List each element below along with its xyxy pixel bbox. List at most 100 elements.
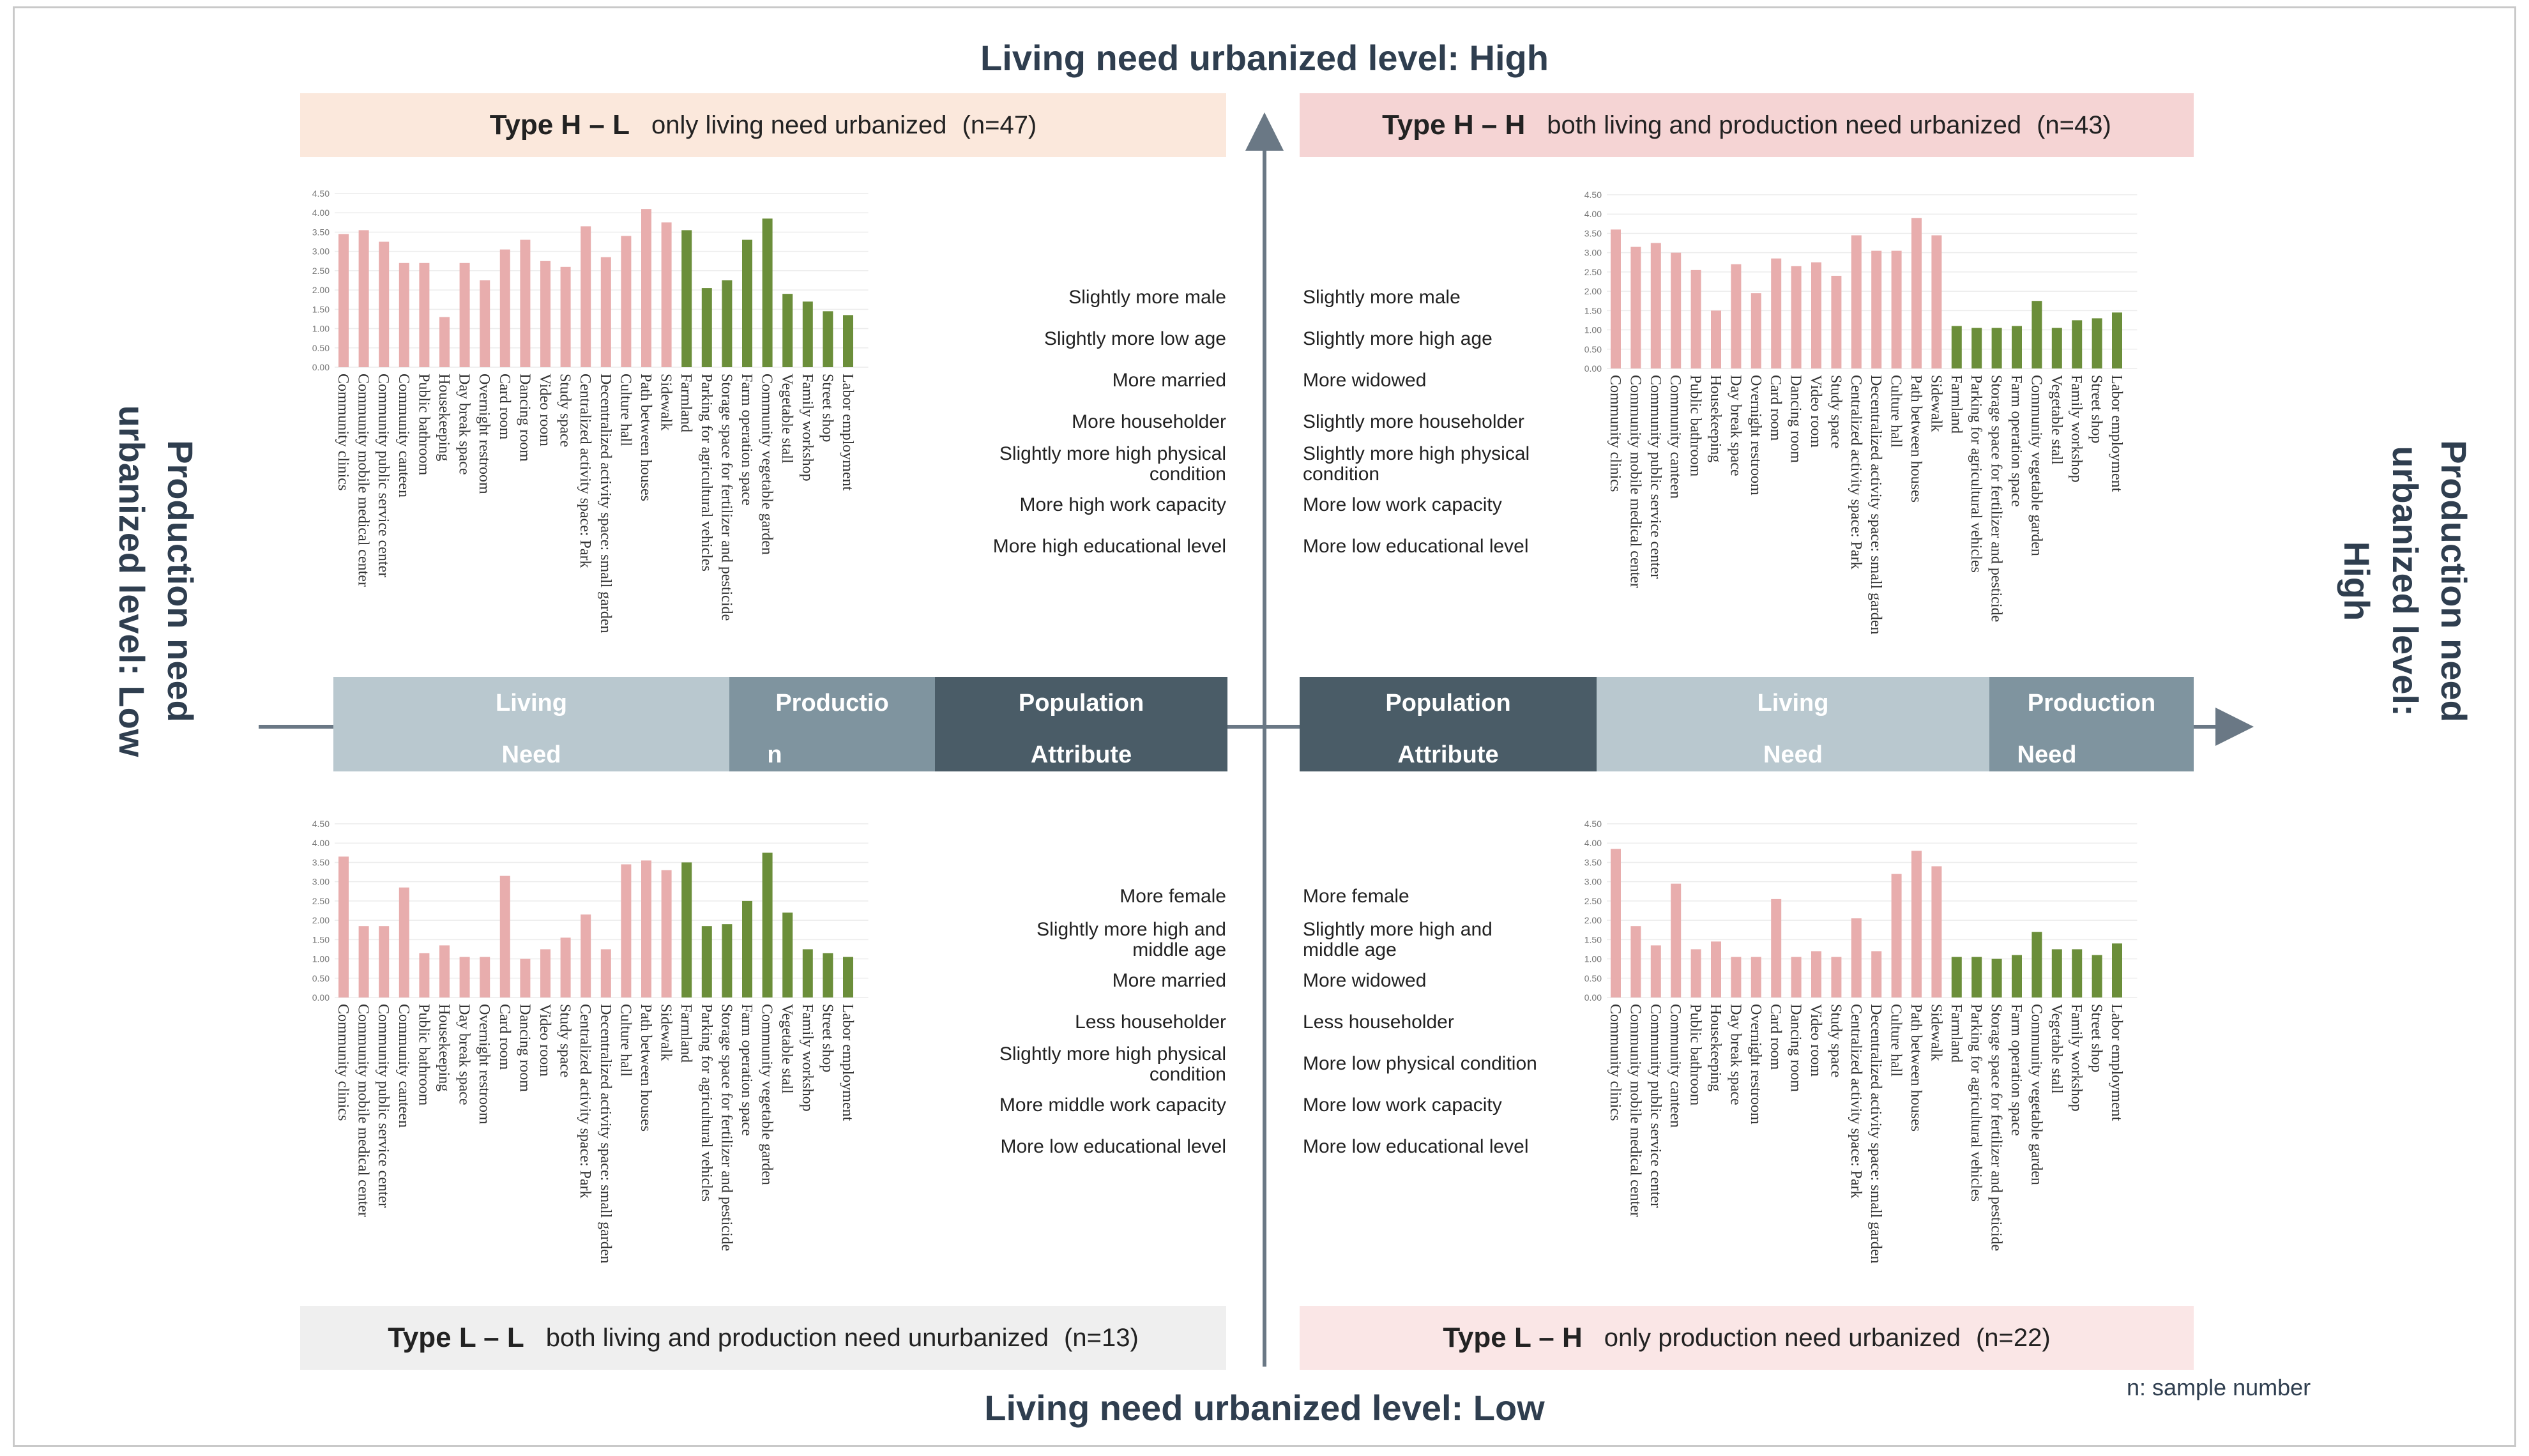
bar-living — [1771, 899, 1782, 997]
bar-living — [399, 887, 409, 997]
bar-chart-lh: 0.00 0.50 1.00 1.50 2.00 2.50 3.00 3.50 4.00 4.50… — [1584, 819, 2138, 1263]
type-sample-count: (n=13) — [1064, 1323, 1139, 1352]
type-name: Type H – L — [489, 109, 630, 140]
bar-living — [1871, 951, 1882, 997]
y-tick-label: 2.00 — [312, 285, 330, 295]
bar-chart-hl: 0.00 0.50 1.00 1.50 2.00 2.50 3.00 3.50 4.00 4.50… — [312, 188, 869, 633]
band-living-need: Living Need — [1597, 677, 1989, 771]
type-name: Type L – H — [1443, 1322, 1583, 1353]
category-label: Community clinics — [1607, 375, 1623, 492]
attribute-list-hl: Slightly more male Slightly more low age… — [958, 281, 1226, 568]
bar-production — [2072, 949, 2083, 997]
category-label: Family workshop — [2068, 375, 2085, 483]
attribute-item: More low work capacity — [1303, 494, 1502, 515]
category-label: Sidewalk — [1927, 1004, 1944, 1061]
category-label: Dancing room — [516, 1004, 533, 1092]
band-label: Population — [1385, 690, 1511, 717]
category-label: Parking for agricultural vehicles — [698, 1004, 715, 1202]
bar-production — [2092, 955, 2102, 997]
category-label: Street shop — [819, 1004, 835, 1072]
y-tick-label: 1.50 — [1584, 934, 1602, 944]
legend-band-right: Population Attribute Living Need Product… — [1300, 677, 2194, 771]
category-label: Overnight restroom — [1747, 1004, 1764, 1125]
type-sample-count: (n=47) — [962, 110, 1037, 139]
bar-living — [1671, 252, 1682, 368]
bar-production — [2092, 318, 2102, 368]
band-label: n — [767, 741, 782, 768]
y-tick-label: 4.50 — [312, 819, 330, 829]
band-label: Population — [1018, 690, 1144, 717]
category-label: Overnight restroom — [476, 374, 492, 494]
bar-production — [742, 239, 752, 367]
band-label: Living — [1757, 690, 1829, 717]
bar-living — [661, 870, 672, 997]
bar-production — [2051, 328, 2062, 368]
bar-living — [600, 949, 611, 997]
bar-living — [379, 241, 390, 367]
y-tick-label: 1.00 — [1584, 954, 1602, 964]
bar-chart-hh: 0.00 0.50 1.00 1.50 2.00 2.50 3.00 3.50 4.00 4.50… — [1584, 190, 2138, 634]
category-label: Storage space for fertilizer and pestici… — [1988, 375, 2005, 622]
attribute-item: More low educational level — [1303, 1136, 1529, 1157]
bar-living — [459, 957, 470, 997]
bar-production — [2112, 312, 2122, 368]
bar-production — [782, 913, 793, 997]
bar-living — [540, 949, 551, 997]
band-label: Productio — [775, 690, 889, 717]
category-label: Path between houses — [637, 1004, 654, 1132]
category-label: Overnight restroom — [476, 1004, 492, 1125]
category-label: Day break space — [456, 1004, 473, 1105]
attribute-item: More high educational level — [992, 536, 1226, 557]
type-name: Type L – L — [388, 1322, 524, 1353]
bar-living — [1630, 926, 1641, 997]
category-label: Public bathroom — [1687, 1004, 1704, 1106]
type-description: only living need urbanized — [651, 110, 947, 139]
attribute-item: More female — [1120, 886, 1226, 907]
bar-living — [1650, 945, 1661, 997]
category-label: Study space — [1827, 375, 1844, 448]
y-tick-label: 3.00 — [1584, 877, 1602, 887]
bar-living — [1811, 262, 1821, 368]
bar-living — [520, 959, 531, 997]
bar-living — [499, 876, 510, 997]
category-label: Farm operation space — [2008, 1004, 2024, 1136]
category-label: Video room — [1807, 1004, 1824, 1077]
attribute-item: More widowed — [1303, 370, 1427, 391]
attribute-item: Slightly more high physical condition — [1303, 443, 1530, 485]
category-label: Farm operation space — [738, 1004, 755, 1136]
bar-living — [399, 262, 409, 367]
attribute-item: More married — [1112, 970, 1226, 991]
bar-living — [1731, 957, 1742, 997]
bar-living — [419, 953, 430, 997]
type-description: both living and production need urbanize… — [1547, 110, 2022, 139]
category-label: Farmland — [1948, 375, 1964, 434]
category-label: Community public service center — [375, 1004, 391, 1208]
attribute-list-lh: More female Slightly more high and middl… — [1303, 881, 1571, 1169]
category-label: Path between houses — [637, 374, 654, 501]
bar-living — [1791, 957, 1802, 997]
bar-living — [1611, 229, 1621, 368]
category-label: Community public service center — [1647, 375, 1664, 579]
category-label: Community clinics — [335, 1004, 351, 1121]
bar-living — [1671, 883, 1682, 997]
bar-production — [722, 280, 733, 367]
bar-production — [681, 230, 692, 367]
y-tick-label: 0.50 — [312, 973, 330, 983]
band-production-need: Productio n — [729, 677, 935, 771]
bar-production — [2032, 301, 2042, 368]
category-label: Family workshop — [799, 1004, 816, 1112]
category-label: Decentralized activity space: small gard… — [1867, 375, 1884, 634]
y-tick-label: 0.00 — [1584, 363, 1602, 374]
bar-chart-ll: 0.00 0.50 1.00 1.50 2.00 2.50 3.00 3.50 4.00 4.50… — [312, 819, 869, 1263]
category-label: Vegetable stall — [778, 1004, 795, 1094]
bar-production — [1991, 328, 2002, 368]
bar-living — [1891, 874, 1902, 997]
bar-living — [1811, 951, 1821, 997]
bar-living — [419, 262, 430, 367]
category-label: Housekeeping — [1707, 375, 1724, 462]
y-tick-label: 3.00 — [312, 877, 330, 887]
category-label: Community canteen — [1667, 1004, 1683, 1128]
category-label: Community vegetable garden — [2028, 1004, 2044, 1185]
bar-production — [843, 315, 853, 367]
bar-production — [2112, 943, 2122, 997]
